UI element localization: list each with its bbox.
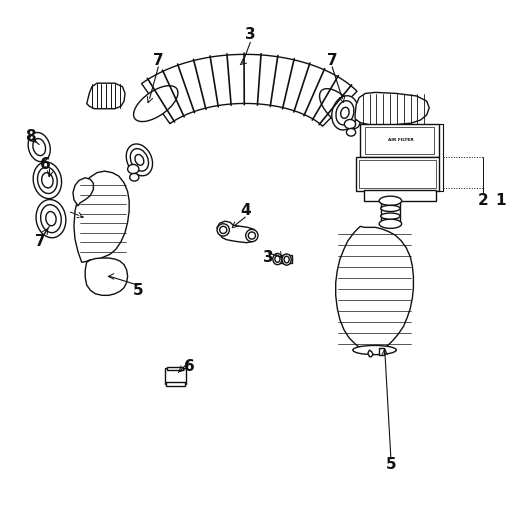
Polygon shape xyxy=(368,350,373,357)
Text: 7: 7 xyxy=(36,234,46,249)
Text: 8: 8 xyxy=(25,130,36,144)
Ellipse shape xyxy=(353,345,396,355)
Polygon shape xyxy=(85,258,127,296)
Bar xyxy=(356,157,440,191)
Bar xyxy=(365,127,434,154)
Text: 3: 3 xyxy=(263,249,273,265)
Text: AIR FILTER: AIR FILTER xyxy=(388,138,414,142)
Ellipse shape xyxy=(46,212,56,226)
Ellipse shape xyxy=(28,133,50,162)
Ellipse shape xyxy=(275,256,280,262)
Ellipse shape xyxy=(332,96,358,130)
Bar xyxy=(167,368,183,371)
Text: 4: 4 xyxy=(240,204,251,218)
Ellipse shape xyxy=(38,167,57,193)
Bar xyxy=(165,369,186,384)
Text: 7: 7 xyxy=(153,52,164,68)
Polygon shape xyxy=(355,93,429,125)
Polygon shape xyxy=(336,226,413,351)
Ellipse shape xyxy=(127,164,139,174)
Polygon shape xyxy=(74,171,129,262)
Ellipse shape xyxy=(41,205,61,233)
Ellipse shape xyxy=(284,256,289,263)
Ellipse shape xyxy=(379,196,401,206)
Ellipse shape xyxy=(36,199,66,238)
Ellipse shape xyxy=(134,86,178,122)
Ellipse shape xyxy=(341,107,349,118)
Text: 2: 2 xyxy=(478,193,488,208)
Bar xyxy=(381,201,400,224)
Text: 5: 5 xyxy=(133,283,143,298)
Text: 3: 3 xyxy=(245,27,255,42)
Text: 6: 6 xyxy=(184,359,195,374)
Bar xyxy=(359,160,437,188)
Bar xyxy=(364,190,436,201)
Bar xyxy=(167,382,185,386)
Ellipse shape xyxy=(130,149,149,171)
Ellipse shape xyxy=(381,206,400,211)
Bar xyxy=(360,124,440,157)
Ellipse shape xyxy=(346,128,356,136)
Text: 5: 5 xyxy=(385,456,396,471)
Ellipse shape xyxy=(379,219,401,228)
Polygon shape xyxy=(217,221,257,243)
Ellipse shape xyxy=(273,253,282,265)
Ellipse shape xyxy=(126,144,153,176)
Ellipse shape xyxy=(130,173,139,181)
Ellipse shape xyxy=(336,101,354,125)
Circle shape xyxy=(220,226,227,233)
Ellipse shape xyxy=(319,88,360,129)
Polygon shape xyxy=(87,83,125,109)
Circle shape xyxy=(246,229,258,242)
Circle shape xyxy=(248,232,255,239)
Ellipse shape xyxy=(33,139,45,156)
Ellipse shape xyxy=(135,155,144,165)
Circle shape xyxy=(217,224,230,236)
Text: 1: 1 xyxy=(495,193,506,208)
Ellipse shape xyxy=(42,173,53,188)
Ellipse shape xyxy=(381,213,400,219)
Polygon shape xyxy=(141,54,357,126)
Text: 6: 6 xyxy=(40,157,51,173)
Ellipse shape xyxy=(344,119,356,128)
Polygon shape xyxy=(73,178,93,206)
Ellipse shape xyxy=(282,254,291,265)
Ellipse shape xyxy=(33,162,61,198)
Bar xyxy=(278,255,292,263)
Text: 7: 7 xyxy=(327,52,337,68)
Bar xyxy=(379,348,384,355)
